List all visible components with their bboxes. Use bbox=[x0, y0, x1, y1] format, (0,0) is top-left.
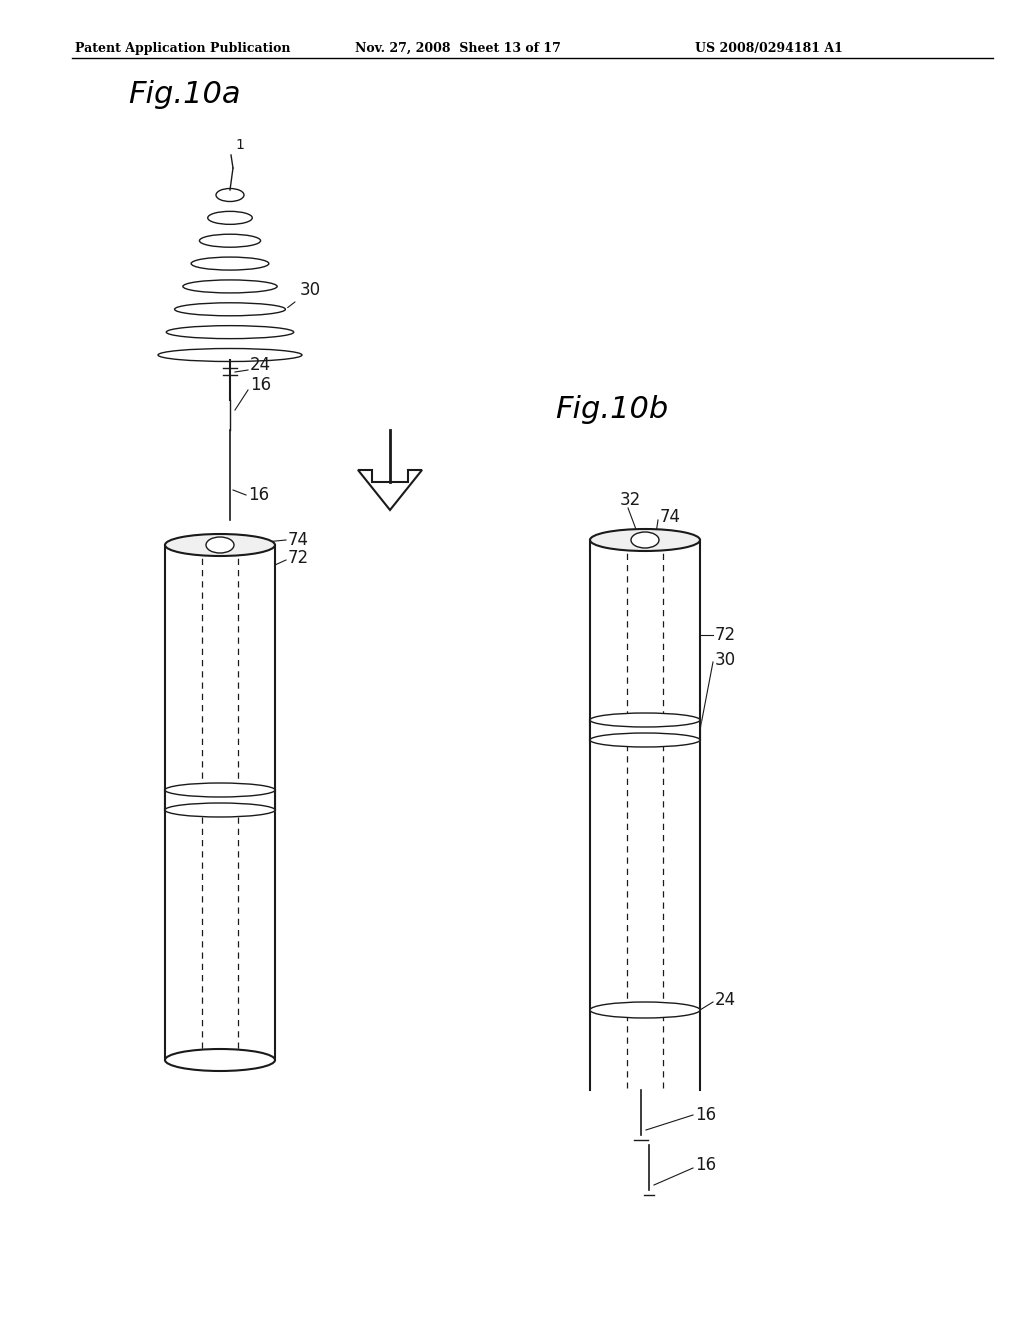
Text: 1: 1 bbox=[234, 139, 244, 152]
Text: 16: 16 bbox=[248, 486, 269, 504]
Text: 74: 74 bbox=[660, 508, 681, 525]
Ellipse shape bbox=[165, 783, 275, 797]
Ellipse shape bbox=[590, 529, 700, 550]
Ellipse shape bbox=[590, 1002, 700, 1018]
Ellipse shape bbox=[165, 535, 275, 556]
Ellipse shape bbox=[165, 1049, 275, 1071]
Text: 24: 24 bbox=[250, 356, 271, 374]
Text: 32: 32 bbox=[620, 491, 641, 510]
Ellipse shape bbox=[165, 803, 275, 817]
Text: Patent Application Publication: Patent Application Publication bbox=[75, 42, 291, 55]
Text: Nov. 27, 2008  Sheet 13 of 17: Nov. 27, 2008 Sheet 13 of 17 bbox=[355, 42, 561, 55]
Text: 72: 72 bbox=[715, 626, 736, 644]
Text: 74: 74 bbox=[288, 531, 309, 549]
Ellipse shape bbox=[590, 713, 700, 727]
Text: 72: 72 bbox=[288, 549, 309, 568]
Text: US 2008/0294181 A1: US 2008/0294181 A1 bbox=[695, 42, 843, 55]
Text: 16: 16 bbox=[250, 376, 271, 393]
Ellipse shape bbox=[590, 733, 700, 747]
Ellipse shape bbox=[206, 537, 234, 553]
Ellipse shape bbox=[631, 532, 659, 548]
Text: 24: 24 bbox=[715, 991, 736, 1008]
Text: 30: 30 bbox=[715, 651, 736, 669]
Text: 16: 16 bbox=[695, 1106, 716, 1125]
Text: 16: 16 bbox=[695, 1156, 716, 1173]
Text: Fig.10a: Fig.10a bbox=[128, 81, 241, 110]
Text: Fig.10b: Fig.10b bbox=[555, 395, 669, 424]
Text: 30: 30 bbox=[288, 281, 322, 308]
